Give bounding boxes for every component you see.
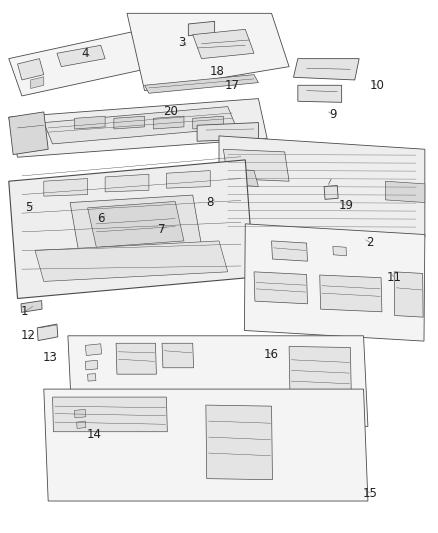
Polygon shape xyxy=(193,29,254,59)
Polygon shape xyxy=(37,324,58,341)
Polygon shape xyxy=(166,171,210,188)
Polygon shape xyxy=(18,59,44,80)
Polygon shape xyxy=(44,107,237,144)
Polygon shape xyxy=(77,421,86,429)
Text: 19: 19 xyxy=(339,199,353,212)
Polygon shape xyxy=(9,32,145,96)
Polygon shape xyxy=(193,116,223,129)
Polygon shape xyxy=(9,99,267,157)
Polygon shape xyxy=(74,116,105,129)
Text: 6: 6 xyxy=(97,212,105,225)
Polygon shape xyxy=(44,179,88,196)
Text: 3: 3 xyxy=(178,36,185,49)
Text: 17: 17 xyxy=(225,79,240,92)
Text: 7: 7 xyxy=(158,223,166,236)
Polygon shape xyxy=(114,116,145,129)
Polygon shape xyxy=(105,174,149,192)
Polygon shape xyxy=(394,272,423,317)
Polygon shape xyxy=(145,75,258,93)
Text: 12: 12 xyxy=(21,329,36,342)
Polygon shape xyxy=(70,195,201,253)
Polygon shape xyxy=(21,301,42,312)
Polygon shape xyxy=(68,336,368,426)
Text: 4: 4 xyxy=(81,47,89,60)
Polygon shape xyxy=(127,13,289,91)
Polygon shape xyxy=(219,168,258,187)
Polygon shape xyxy=(333,246,346,256)
Polygon shape xyxy=(293,59,359,80)
Polygon shape xyxy=(298,85,342,102)
Text: 9: 9 xyxy=(329,108,337,121)
Polygon shape xyxy=(88,374,96,381)
Text: 8: 8 xyxy=(207,196,214,209)
Polygon shape xyxy=(197,123,258,141)
Polygon shape xyxy=(9,112,48,155)
Text: 1: 1 xyxy=(20,305,28,318)
Text: 15: 15 xyxy=(363,487,378,499)
Polygon shape xyxy=(206,405,272,480)
Polygon shape xyxy=(57,45,105,67)
Polygon shape xyxy=(219,136,425,237)
Text: 20: 20 xyxy=(163,106,178,118)
Polygon shape xyxy=(53,397,167,432)
Polygon shape xyxy=(162,343,194,368)
Polygon shape xyxy=(188,21,215,36)
Polygon shape xyxy=(272,241,307,261)
Polygon shape xyxy=(88,201,184,247)
Polygon shape xyxy=(244,224,425,341)
Polygon shape xyxy=(31,77,44,88)
Text: 10: 10 xyxy=(369,79,384,92)
Text: 18: 18 xyxy=(209,66,224,78)
Text: 2: 2 xyxy=(366,236,374,249)
Polygon shape xyxy=(324,185,338,199)
Text: 13: 13 xyxy=(43,351,58,364)
Polygon shape xyxy=(223,149,289,181)
Polygon shape xyxy=(385,181,425,203)
Polygon shape xyxy=(85,344,102,356)
Text: 11: 11 xyxy=(387,271,402,284)
Polygon shape xyxy=(9,160,254,298)
Polygon shape xyxy=(153,116,184,129)
Text: 16: 16 xyxy=(264,348,279,361)
Text: 5: 5 xyxy=(25,201,32,214)
Polygon shape xyxy=(320,275,382,312)
Polygon shape xyxy=(85,360,98,370)
Polygon shape xyxy=(254,272,307,304)
Polygon shape xyxy=(116,343,156,374)
Polygon shape xyxy=(289,346,351,394)
Polygon shape xyxy=(35,241,228,281)
Polygon shape xyxy=(74,409,86,418)
Polygon shape xyxy=(44,389,368,501)
Text: 14: 14 xyxy=(87,428,102,441)
